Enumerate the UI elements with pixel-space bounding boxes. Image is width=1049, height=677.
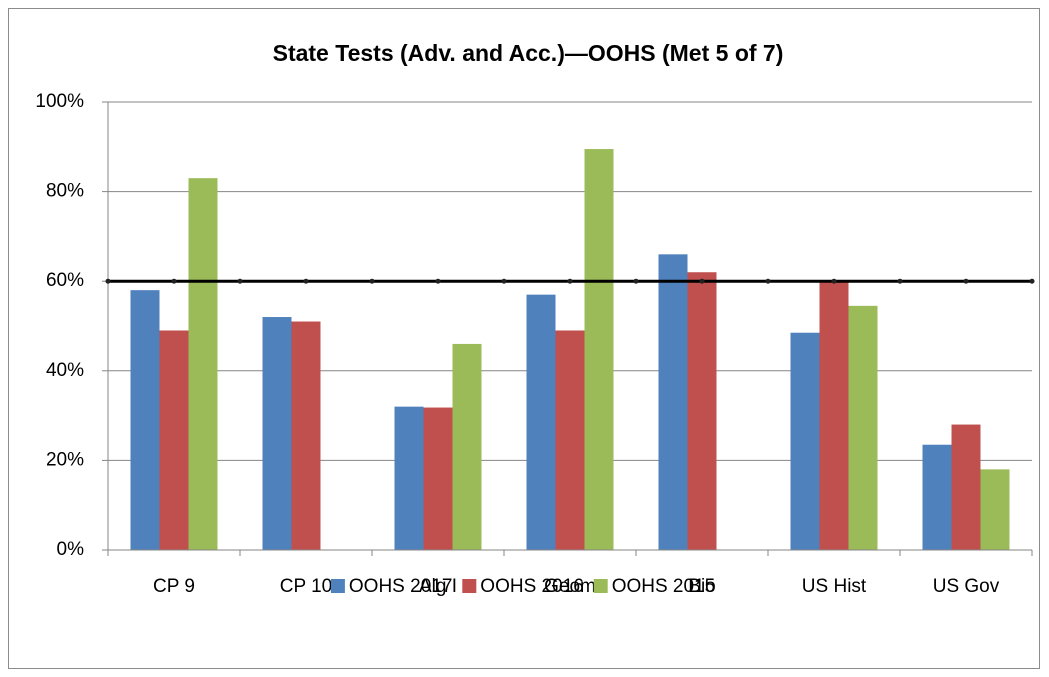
target-marker <box>897 278 903 284</box>
bar <box>819 281 849 550</box>
target-marker <box>699 278 705 284</box>
target-marker <box>831 278 837 284</box>
target-marker <box>171 278 177 284</box>
bar <box>951 424 981 550</box>
y-tick-label: 0% <box>57 539 85 560</box>
bar <box>262 317 292 550</box>
bar <box>291 321 321 550</box>
target-marker <box>765 278 771 284</box>
legend-label: OOHS 2017 <box>349 576 453 597</box>
target-marker <box>501 278 507 284</box>
bar <box>188 178 218 550</box>
x-tick-label: Geom <box>544 576 596 597</box>
target-marker <box>435 278 441 284</box>
target-marker <box>567 278 573 284</box>
bar <box>658 254 688 550</box>
bar <box>584 149 614 551</box>
target-marker <box>1029 278 1035 284</box>
y-tick-label: 60% <box>46 270 84 291</box>
y-tick-label: 20% <box>46 449 84 470</box>
x-tick-label: Bio <box>688 576 715 597</box>
bar <box>687 272 717 550</box>
target-marker <box>963 278 969 284</box>
bar <box>526 294 556 550</box>
legend-label: OOHS 2016 <box>480 576 584 597</box>
x-tick-label: US Hist <box>802 576 867 597</box>
y-tick-label: 80% <box>46 181 84 202</box>
bar <box>423 407 453 550</box>
legend-label: OOHS 2015 <box>612 576 716 597</box>
legend-swatch <box>593 579 608 593</box>
y-tick-label: 40% <box>46 360 84 381</box>
bar <box>848 305 878 550</box>
target-marker <box>633 278 639 284</box>
y-tick-label: 100% <box>35 91 84 112</box>
x-tick-label: CP 9 <box>153 576 195 597</box>
bar <box>555 330 585 550</box>
bar <box>452 343 482 550</box>
target-marker <box>303 278 309 284</box>
legend-swatch <box>330 579 345 593</box>
legend-swatch <box>462 579 477 593</box>
x-tick-label: Alg I <box>419 576 457 597</box>
x-tick-label: US Gov <box>933 576 1000 597</box>
bar <box>394 406 424 550</box>
bar <box>922 444 952 550</box>
chart-title: State Tests (Adv. and Acc.)—OOHS (Met 5 … <box>273 40 784 66</box>
x-tick-label: CP 10 <box>280 576 332 597</box>
bar <box>790 332 820 550</box>
target-marker <box>369 278 375 284</box>
bar <box>980 469 1010 550</box>
bar <box>130 290 160 550</box>
target-marker <box>105 278 111 284</box>
target-marker <box>237 278 243 284</box>
bar <box>159 330 189 550</box>
